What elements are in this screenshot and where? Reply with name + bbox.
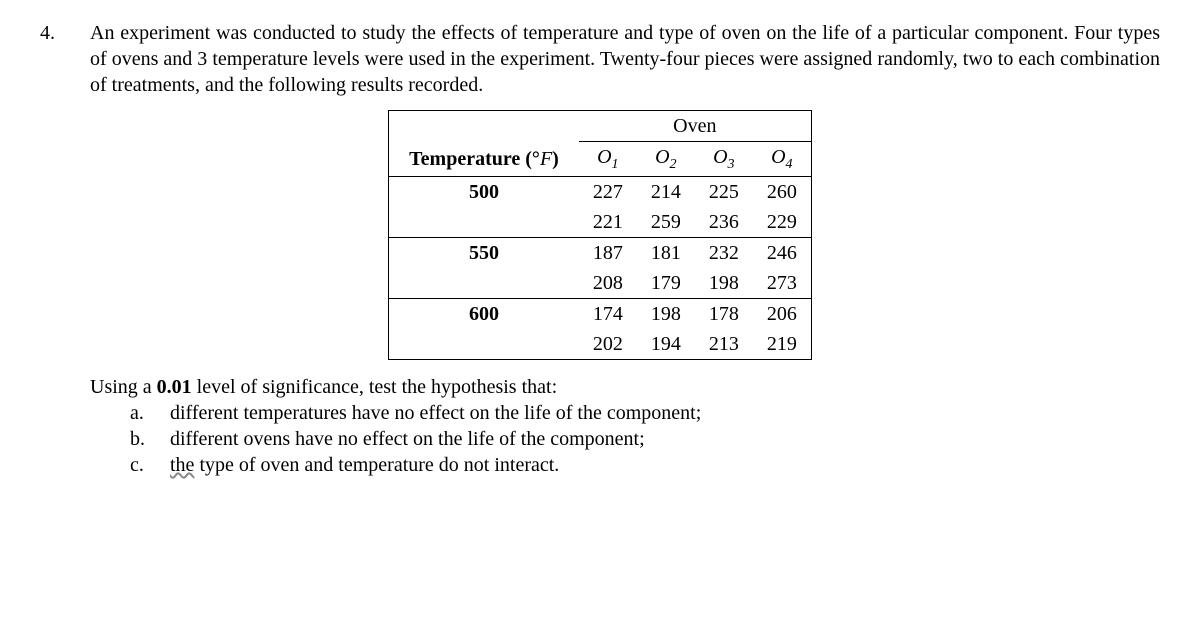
cell: 206 — [753, 299, 812, 330]
prompt-lead-a: Using a — [90, 376, 157, 398]
cell: 221 — [579, 207, 637, 238]
table-row: 208 179 198 273 — [389, 268, 812, 299]
cell: 259 — [637, 207, 695, 238]
temp-close: ) — [552, 148, 559, 170]
temp-550: 550 — [389, 238, 579, 269]
cell: 214 — [637, 177, 695, 208]
data-table: Oven Temperature (°F) O1 O2 O3 O4 500 22… — [388, 110, 812, 360]
cell: 227 — [579, 177, 637, 208]
sub-c-rest: type of oven and temperature do not inte… — [194, 454, 559, 476]
cell: 179 — [637, 268, 695, 299]
prompt-alpha: 0.01 — [157, 376, 192, 398]
sub-questions: a. different temperatures have no effect… — [90, 400, 1160, 478]
question-row: 4. An experiment was conducted to study … — [40, 20, 1160, 98]
cell: 236 — [695, 207, 753, 238]
temperature-header: Temperature (°F) — [389, 142, 579, 177]
data-table-wrap: Oven Temperature (°F) O1 O2 O3 O4 500 22… — [40, 110, 1160, 360]
hypothesis-prompt: Using a 0.01 level of significance, test… — [90, 374, 1160, 400]
table-row: 500 227 214 225 260 — [389, 177, 812, 208]
sub-a: a. different temperatures have no effect… — [130, 400, 1160, 426]
sub-b: b. different ovens have no effect on the… — [130, 426, 1160, 452]
table-row: 221 259 236 229 — [389, 207, 812, 238]
cell: 219 — [753, 329, 812, 360]
sub-text-b: different ovens have no effect on the li… — [170, 426, 645, 452]
cell: 208 — [579, 268, 637, 299]
sub-letter-b: b. — [130, 426, 170, 452]
question-number: 4. — [40, 20, 90, 46]
temp-unit: F — [540, 148, 552, 170]
cell: 178 — [695, 299, 753, 330]
oven-header: Oven — [579, 111, 812, 142]
table-row: 202 194 213 219 — [389, 329, 812, 360]
cell: 202 — [579, 329, 637, 360]
cell: 273 — [753, 268, 812, 299]
temp-500: 500 — [389, 177, 579, 208]
question-text: An experiment was conducted to study the… — [90, 20, 1160, 98]
sub-c: c. the type of oven and temperature do n… — [130, 452, 1160, 478]
sub-text-c: the type of oven and temperature do not … — [170, 452, 559, 478]
column-header-row: Temperature (°F) O1 O2 O3 O4 — [389, 142, 812, 177]
cell: 232 — [695, 238, 753, 269]
temp-600: 600 — [389, 299, 579, 330]
oven-col-3: O3 — [695, 142, 753, 177]
cell: 187 — [579, 238, 637, 269]
table-row: 600 174 198 178 206 — [389, 299, 812, 330]
temp-label-text: Temperature (° — [409, 148, 540, 170]
table-row: 550 187 181 232 246 — [389, 238, 812, 269]
oven-header-row: Oven — [389, 111, 812, 142]
cell: 181 — [637, 238, 695, 269]
cell: 229 — [753, 207, 812, 238]
cell: 213 — [695, 329, 753, 360]
sub-letter-c: c. — [130, 452, 170, 478]
oven-col-2: O2 — [637, 142, 695, 177]
sub-text-a: different temperatures have no effect on… — [170, 400, 701, 426]
cell: 198 — [695, 268, 753, 299]
cell: 198 — [637, 299, 695, 330]
cell: 225 — [695, 177, 753, 208]
cell: 260 — [753, 177, 812, 208]
cell: 194 — [637, 329, 695, 360]
cell: 174 — [579, 299, 637, 330]
sub-letter-a: a. — [130, 400, 170, 426]
prompt-lead-b: level of significance, test the hypothes… — [192, 376, 557, 398]
sub-c-wavy: the — [170, 454, 194, 476]
oven-col-4: O4 — [753, 142, 812, 177]
oven-col-1: O1 — [579, 142, 637, 177]
cell: 246 — [753, 238, 812, 269]
